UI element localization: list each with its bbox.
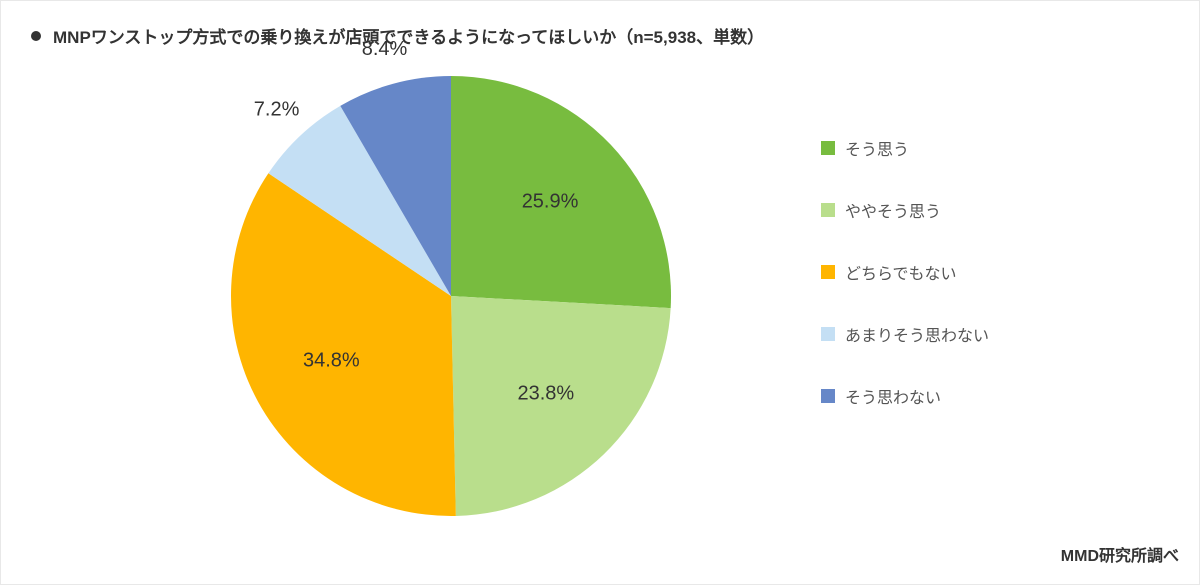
legend-swatch-icon <box>821 141 835 155</box>
chart-title: MNPワンストップ方式での乗り換えが店頭でできるようになってほしいか（n=5,9… <box>53 23 764 48</box>
credit-text: MMD研究所調べ <box>1061 542 1179 566</box>
legend-swatch-icon <box>821 389 835 403</box>
pie-slice <box>451 296 671 516</box>
pie-svg: 25.9%23.8%34.8%7.2%8.4% <box>231 76 671 516</box>
pie-slices <box>231 76 671 516</box>
title-bullet-icon <box>31 31 41 41</box>
pie-slice-label: 25.9% <box>522 191 579 213</box>
legend-label: ややそう思う <box>845 198 941 222</box>
legend-swatch-icon <box>821 203 835 217</box>
legend-item: そう思わない <box>821 384 989 408</box>
legend-item: どちらでもない <box>821 260 989 284</box>
legend-label: あまりそう思わない <box>845 322 989 346</box>
legend-item: あまりそう思わない <box>821 322 989 346</box>
pie-slice-label: 7.2% <box>254 98 300 120</box>
legend-item: ややそう思う <box>821 198 989 222</box>
legend-swatch-icon <box>821 327 835 341</box>
legend-label: そう思う <box>845 136 909 160</box>
legend-swatch-icon <box>821 265 835 279</box>
pie-slice-label: 8.4% <box>362 38 408 60</box>
legend-label: どちらでもない <box>845 260 957 284</box>
chart-canvas: MNPワンストップ方式での乗り換えが店頭でできるようになってほしいか（n=5,9… <box>0 0 1200 585</box>
pie-chart: 25.9%23.8%34.8%7.2%8.4% <box>231 76 671 516</box>
legend-item: そう思う <box>821 136 989 160</box>
legend-label: そう思わない <box>845 384 941 408</box>
pie-slice-label: 34.8% <box>303 350 360 372</box>
legend: そう思うややそう思うどちらでもないあまりそう思わないそう思わない <box>821 136 989 446</box>
pie-slice-label: 23.8% <box>517 382 574 404</box>
